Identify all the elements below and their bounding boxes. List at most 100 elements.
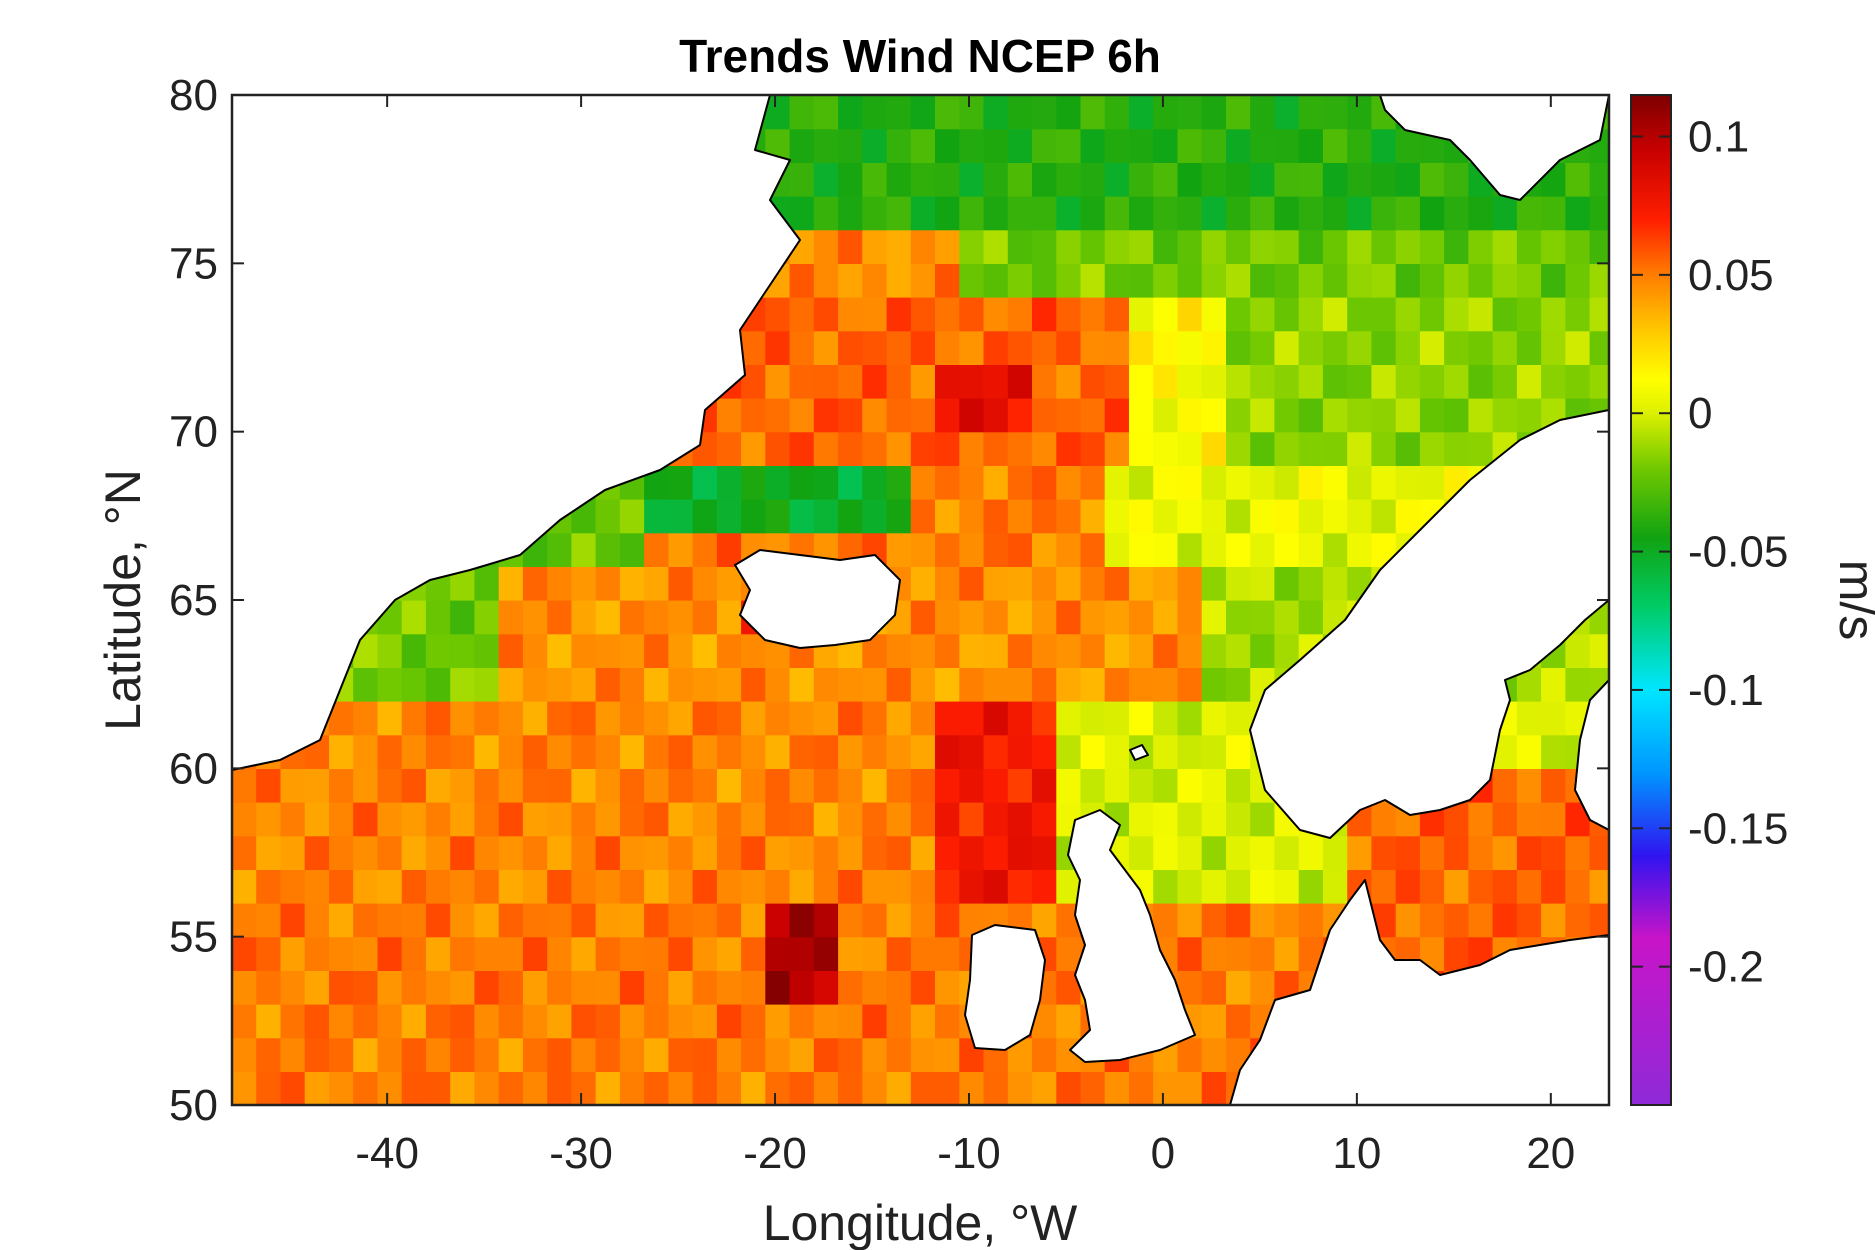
trend-cell (353, 835, 378, 870)
trend-cell (304, 1004, 330, 1039)
trend-cell (1541, 196, 1566, 231)
trend-cell (741, 869, 766, 904)
trend-cell (886, 903, 912, 938)
trend-cell (1226, 1004, 1251, 1039)
trend-cell (862, 802, 888, 837)
trend-cell (571, 734, 597, 769)
trend-cell (886, 330, 912, 365)
trend-cell (1541, 364, 1566, 399)
trend-cell (668, 600, 694, 635)
trend-cell (983, 701, 1009, 736)
trend-cell (1444, 431, 1469, 466)
trend-cell (862, 667, 888, 702)
trend-cell (1032, 95, 1057, 130)
trend-cell (1104, 330, 1130, 365)
trend-cell (619, 734, 645, 769)
trend-cell (1080, 263, 1106, 298)
trend-cell (765, 701, 791, 736)
trend-cell (1347, 465, 1372, 500)
trend-cell (1274, 95, 1300, 130)
trend-cell (329, 835, 354, 870)
trend-cell (1153, 667, 1178, 702)
trend-cell (1153, 162, 1178, 197)
trend-cell (1104, 633, 1130, 668)
trend-cell (716, 566, 742, 601)
trend-cell (1371, 431, 1397, 466)
trend-cell (838, 95, 863, 130)
trend-cell (377, 667, 403, 702)
trend-cell (789, 768, 815, 803)
trend-cell (741, 835, 766, 870)
trend-cell (886, 970, 912, 1005)
trend-cell (886, 532, 912, 567)
trend-cell (1492, 330, 1518, 365)
trend-cell (1201, 499, 1227, 534)
trend-cell (1201, 633, 1227, 668)
trend-cell (813, 398, 839, 433)
trend-cell (789, 330, 815, 365)
trend-cell (692, 1071, 718, 1105)
trend-cell (1007, 633, 1033, 668)
trend-cell (256, 1004, 281, 1039)
trend-cell (1153, 95, 1178, 130)
trend-cell (1056, 431, 1082, 466)
trend-cell (1032, 802, 1057, 837)
trend-cell (595, 667, 621, 702)
trend-cell (1347, 499, 1372, 534)
trend-cell (692, 465, 718, 500)
trend-cell (765, 936, 791, 971)
trend-cell (1589, 903, 1609, 938)
trend-cell (1347, 398, 1372, 433)
trend-cell (886, 869, 912, 904)
trend-cell (668, 768, 694, 803)
trend-cell (1177, 600, 1203, 635)
trend-cell (1274, 398, 1300, 433)
trend-cell (353, 768, 378, 803)
trend-cell (1541, 297, 1566, 332)
trend-cell (1322, 330, 1348, 365)
trend-cell (838, 263, 863, 298)
colorbar-tick-label: 0.1 (1688, 113, 1749, 162)
trend-cell (547, 936, 572, 971)
trend-cell (1104, 229, 1130, 264)
trend-cell (935, 263, 960, 298)
trend-cell (256, 768, 281, 803)
trend-cell (571, 532, 597, 567)
trend-cell (1056, 128, 1082, 163)
trend-cell (1298, 532, 1324, 567)
trend-cell (1589, 835, 1609, 870)
trend-cell (595, 734, 621, 769)
trend-cell (910, 398, 936, 433)
trend-cell (619, 532, 645, 567)
trend-cell (1080, 95, 1106, 130)
trend-cell (232, 802, 257, 837)
trend-cell (1274, 196, 1300, 231)
trend-cell (789, 903, 815, 938)
trend-cell (1032, 532, 1057, 567)
trend-cell (935, 600, 960, 635)
trend-cell (1104, 196, 1130, 231)
trend-cell (910, 1004, 936, 1039)
trend-cell (741, 499, 766, 534)
trend-cell (1419, 196, 1445, 231)
trend-cell (1371, 263, 1397, 298)
trend-cell (547, 768, 572, 803)
y-axis-label: Latitude, °N (95, 469, 151, 731)
trend-cell (1250, 566, 1275, 601)
trend-cell (668, 566, 694, 601)
trend-cell (1589, 869, 1609, 904)
trend-cell (1153, 196, 1178, 231)
trend-cell (1056, 398, 1082, 433)
trend-cell (425, 835, 451, 870)
trend-cell (401, 802, 427, 837)
trend-cell (1226, 802, 1251, 837)
trend-cell (1032, 633, 1057, 668)
trend-cell (1419, 229, 1445, 264)
trend-cell (425, 869, 451, 904)
trend-cell (692, 532, 718, 567)
trend-cell (619, 600, 645, 635)
trend-cell (1177, 297, 1203, 332)
trend-cell (1468, 431, 1494, 466)
trend-cell (1201, 229, 1227, 264)
trend-cell (862, 903, 888, 938)
